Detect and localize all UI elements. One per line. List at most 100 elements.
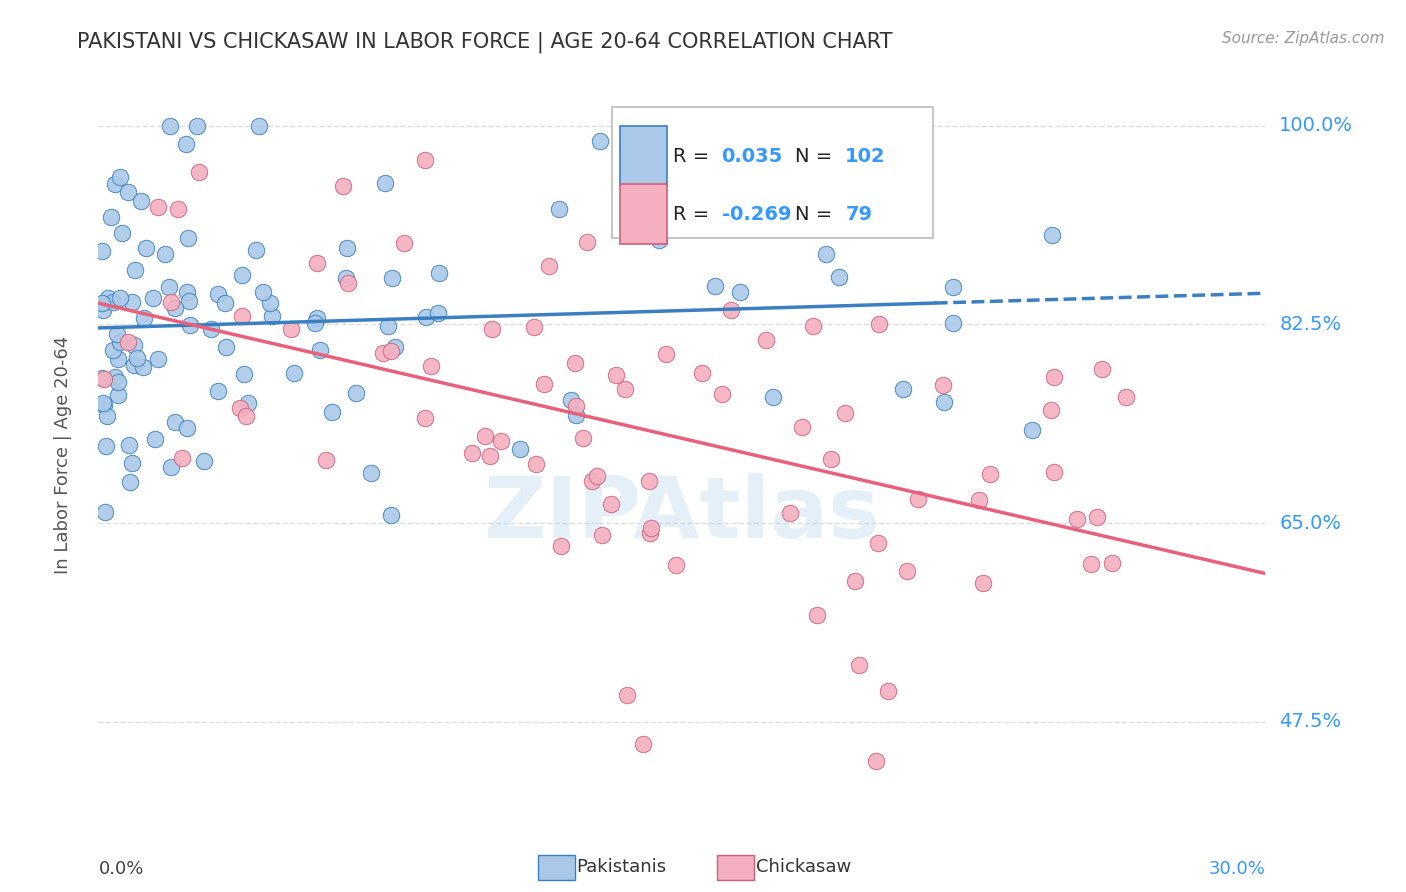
Point xyxy=(117,185,139,199)
Point xyxy=(104,178,127,192)
Point xyxy=(967,493,990,508)
Point xyxy=(848,657,870,672)
Point xyxy=(932,394,955,409)
Point xyxy=(153,247,176,261)
Point xyxy=(905,216,928,230)
Point xyxy=(1115,390,1137,404)
Point xyxy=(105,327,128,342)
Point xyxy=(373,346,395,360)
Text: R =: R = xyxy=(672,204,716,224)
Point xyxy=(478,449,501,463)
Point xyxy=(640,521,662,535)
Point xyxy=(1066,512,1088,526)
Point xyxy=(972,575,994,590)
Point xyxy=(638,475,661,489)
Point xyxy=(474,429,496,443)
Point xyxy=(585,468,607,483)
Point xyxy=(252,285,274,299)
Point xyxy=(1040,228,1063,243)
Point xyxy=(91,296,114,310)
Point xyxy=(174,137,197,152)
Point xyxy=(820,451,842,466)
Point xyxy=(419,359,441,373)
Point xyxy=(111,227,134,241)
Point xyxy=(124,263,146,277)
Point xyxy=(565,408,588,422)
Point xyxy=(305,255,328,269)
Point xyxy=(135,241,157,255)
Point xyxy=(159,119,181,133)
Point xyxy=(427,306,450,320)
Point xyxy=(827,270,849,285)
Text: -0.269: -0.269 xyxy=(721,204,792,224)
Point xyxy=(232,367,254,381)
Point xyxy=(415,411,437,425)
Point xyxy=(460,445,482,459)
Point xyxy=(564,355,586,369)
Point xyxy=(360,466,382,480)
Text: 0.035: 0.035 xyxy=(721,147,783,166)
Point xyxy=(605,368,627,382)
Text: R =: R = xyxy=(672,147,716,166)
Text: 79: 79 xyxy=(845,204,872,224)
Point xyxy=(844,574,866,588)
Point xyxy=(131,194,153,208)
Point xyxy=(146,352,169,367)
Point xyxy=(101,343,124,357)
Point xyxy=(163,301,186,316)
Point xyxy=(120,475,142,489)
Point xyxy=(336,241,359,255)
Point xyxy=(94,505,117,519)
Point xyxy=(235,409,257,424)
Point xyxy=(245,243,267,257)
Point xyxy=(548,202,571,217)
Y-axis label: In Labor Force | Age 20-64: In Labor Force | Age 20-64 xyxy=(53,335,72,574)
Point xyxy=(381,270,404,285)
Point xyxy=(415,153,437,167)
Point xyxy=(1091,362,1114,376)
Text: PAKISTANI VS CHICKASAW IN LABOR FORCE | AGE 20-64 CORRELATION CHART: PAKISTANI VS CHICKASAW IN LABOR FORCE | … xyxy=(77,31,893,53)
Point xyxy=(481,322,503,336)
Point xyxy=(103,294,125,309)
Point xyxy=(638,525,661,540)
Point xyxy=(157,280,180,294)
Point xyxy=(283,366,305,380)
Point xyxy=(93,398,115,412)
Point xyxy=(344,385,367,400)
Point xyxy=(259,296,281,310)
Point xyxy=(560,392,582,407)
Point xyxy=(177,230,200,244)
Point xyxy=(117,334,139,349)
Point xyxy=(231,268,253,282)
Text: N =: N = xyxy=(796,147,838,166)
Point xyxy=(762,390,785,404)
Point xyxy=(214,296,236,310)
Point xyxy=(108,170,131,185)
Point xyxy=(159,460,181,475)
Point xyxy=(104,370,127,384)
Point xyxy=(142,291,165,305)
Point xyxy=(186,119,208,133)
Point xyxy=(384,340,406,354)
Point xyxy=(1039,402,1062,417)
Text: 82.5%: 82.5% xyxy=(1279,315,1341,334)
Point xyxy=(779,506,801,520)
Point xyxy=(565,399,588,413)
Point xyxy=(932,378,955,392)
Text: 102: 102 xyxy=(845,147,886,166)
Point xyxy=(866,536,889,550)
FancyBboxPatch shape xyxy=(620,127,666,186)
Point xyxy=(523,319,546,334)
Point xyxy=(896,564,918,578)
Point xyxy=(907,491,929,506)
Point xyxy=(509,442,531,456)
Point xyxy=(125,351,148,365)
Point xyxy=(132,310,155,325)
Point xyxy=(392,235,415,250)
Point xyxy=(107,351,129,366)
Point xyxy=(207,286,229,301)
Text: Pakistanis: Pakistanis xyxy=(576,858,666,876)
Point xyxy=(834,406,856,420)
Point xyxy=(91,303,114,318)
Point xyxy=(280,322,302,336)
